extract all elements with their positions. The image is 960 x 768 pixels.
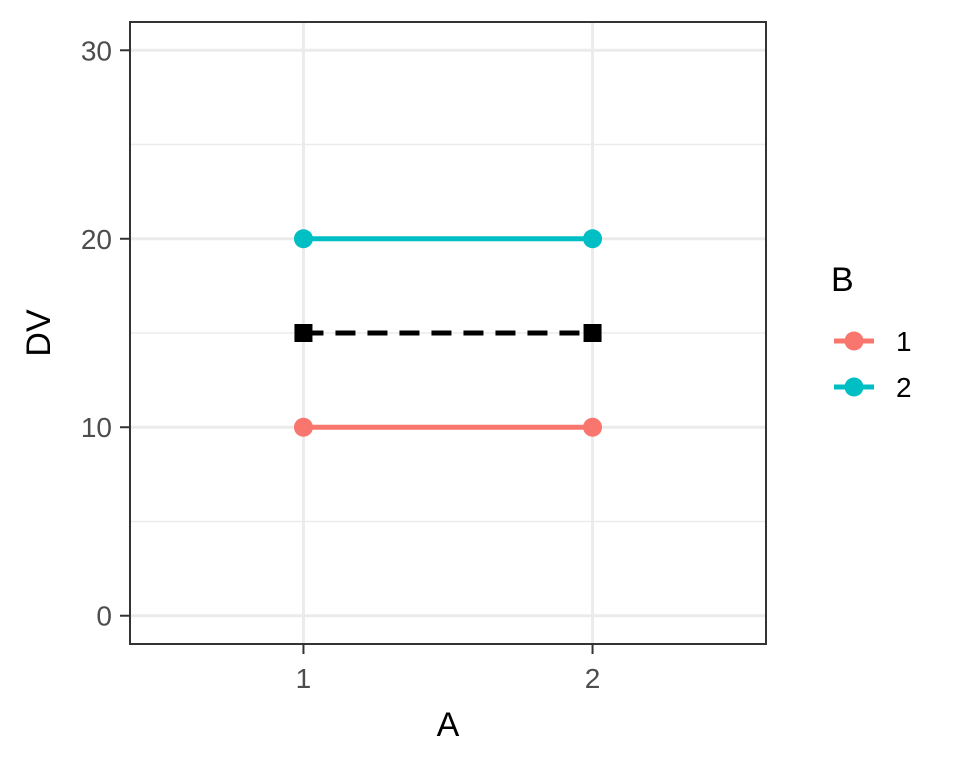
legend-title: B xyxy=(831,261,854,299)
legend-key-point xyxy=(844,377,864,397)
data-layer xyxy=(293,229,603,437)
mean-point xyxy=(294,324,313,342)
y-tick-label: 10 xyxy=(81,412,112,443)
series-point xyxy=(583,229,603,249)
legend-label: 2 xyxy=(896,372,912,403)
x-tick-label: 2 xyxy=(585,663,601,694)
series-point xyxy=(293,417,313,437)
legend-items: 12 xyxy=(834,326,912,403)
x-tick-label: 1 xyxy=(296,663,312,694)
legend: B 12 xyxy=(831,261,912,403)
series-point xyxy=(583,417,603,437)
mean-point xyxy=(583,324,602,342)
legend-label: 1 xyxy=(896,326,912,357)
y-axis-title: DV xyxy=(20,309,58,357)
plot-panel-border xyxy=(129,21,767,645)
x-axis-title: A xyxy=(437,706,460,744)
y-tick-label: 20 xyxy=(81,224,112,255)
axes-layer: 0 10 20 30 1 2 xyxy=(81,35,600,694)
y-tick-label: 0 xyxy=(96,601,112,632)
y-tick-label: 30 xyxy=(81,35,112,66)
legend-key-point xyxy=(844,331,864,351)
series-point xyxy=(293,229,313,249)
